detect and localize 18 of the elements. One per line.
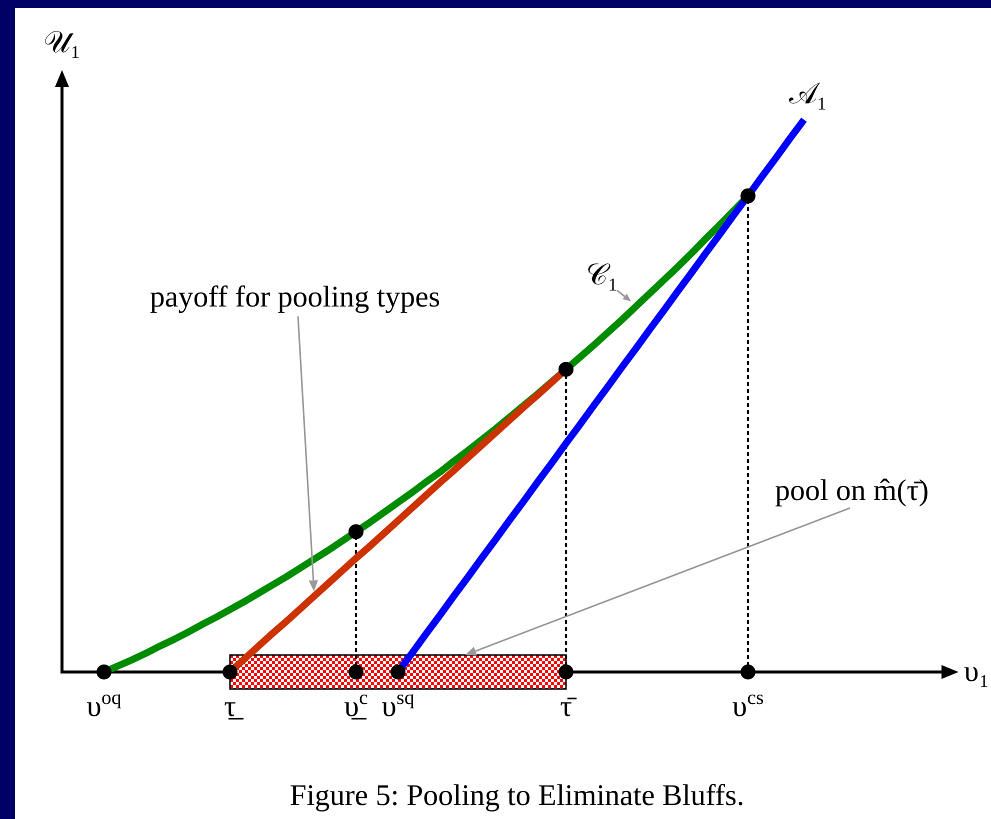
point	[390, 664, 406, 680]
annotation: pool on m̂(τ̄)	[775, 474, 929, 507]
point	[558, 362, 574, 377]
x-tick-label: τ̄	[560, 690, 578, 723]
point	[740, 188, 756, 204]
annotation: payoff for pooling types	[150, 280, 440, 314]
x-tick-label: τ̲	[224, 690, 244, 723]
point	[96, 664, 112, 680]
series-label: 𝒜₁	[788, 78, 828, 111]
point	[348, 664, 364, 680]
point	[222, 664, 238, 680]
point	[740, 664, 756, 680]
series-label: 𝒞₁	[586, 258, 618, 292]
point	[348, 524, 364, 540]
y-axis-title: 𝒰₁	[43, 26, 81, 59]
point	[558, 664, 574, 680]
caption: Figure 5: Pooling to Eliminate Bluffs.	[290, 779, 744, 812]
x-axis-title: υ₁	[964, 655, 990, 688]
